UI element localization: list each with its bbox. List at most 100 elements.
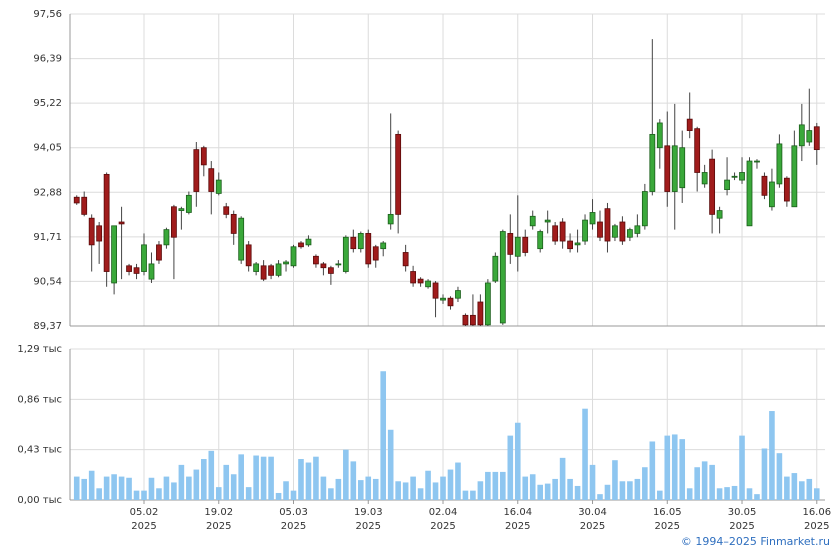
y-tick-label: 97,56 [33,9,62,20]
candle-body [350,236,357,250]
candle-body [709,158,716,215]
volume-bar [343,449,349,500]
y-tick-label: 96,39 [33,54,62,65]
volume-bar [148,477,155,500]
volume-bar [485,471,491,500]
volume-bar [298,459,304,500]
candle-body [522,236,529,253]
volume-bar [724,487,730,500]
volume-bar [701,461,708,500]
volume-bar [440,476,446,500]
candle-body [499,231,506,324]
volume-bar [612,460,618,500]
candle-body [686,118,693,131]
volume-bar [559,457,566,500]
volume-bar [604,484,611,500]
candle-body [440,297,446,301]
candle-body [365,233,372,265]
volume-bar [544,483,551,500]
volume-bar [88,470,95,500]
volume-bar [253,455,259,500]
candle-body [806,130,813,143]
x-tick-label: 30.05 2025 [728,507,757,532]
y-tick-label: 89,37 [33,321,62,332]
candle-body [141,244,147,272]
candle-body [679,147,686,189]
volume-bar [529,474,536,500]
candle-body [111,225,118,284]
candle-body [320,263,327,269]
candle-body [200,147,207,166]
candle-body [619,221,626,242]
volume-bar [791,473,798,500]
candle-body [589,212,596,225]
volume-bar [769,411,775,500]
y-tick-label: 0,00 тыс [17,495,62,506]
volume-bar [193,469,200,500]
candle-body [156,244,162,261]
candle-body [305,238,312,246]
candle-body [574,242,581,246]
candle-body [253,263,260,272]
volume-bar [664,435,671,500]
footer: © 1994–2025 Finmarket.ru [681,535,830,548]
volume-bar [283,481,289,500]
candle-body [230,213,237,234]
candle-body [791,145,798,208]
volume-bar [671,434,678,500]
x-tick-label: 30.04 2025 [578,507,607,532]
candle-body [185,194,192,213]
volume-bar [507,435,514,500]
volume-bar [634,478,641,500]
volume-bar [806,478,813,500]
candle-body [163,229,170,246]
volume-bar [73,476,80,500]
x-tick-label: 05.02 2025 [130,507,159,532]
candle-body [395,133,402,215]
volume-bar [387,429,394,500]
volume-bar [133,490,140,500]
volume-bar [799,481,805,500]
volume-bar [477,481,484,500]
candle-body [148,263,155,280]
candle-body [290,246,297,267]
candle-body [260,265,267,280]
y-tick-label: 95,22 [33,98,62,109]
volume-bar [141,490,147,500]
x-tick-label: 16.04 2025 [503,507,532,532]
volume-bar [642,467,648,500]
candle-body [462,314,469,326]
volume-bar [462,490,469,500]
x-tick-label: 16.05 2025 [653,507,682,532]
candle-body [372,246,379,261]
candle-body [798,124,805,147]
candle-body [238,217,245,261]
volume-bar [260,456,267,500]
candle-body [313,255,319,265]
volume-bar [619,481,626,500]
candle-body [694,128,701,173]
volume-bar [275,492,282,500]
candle-body [769,181,775,208]
candle-body [432,282,439,299]
volume-bar [813,488,820,500]
candle-body [597,221,603,238]
y-tick-label: 0,86 тыс [17,394,62,405]
candle-body [283,261,289,265]
candle-body [656,122,663,149]
candle-body [298,242,304,248]
candle-body [626,229,633,238]
volume-bar [432,482,439,500]
volume-bar [350,461,357,500]
volume-bar [776,453,783,500]
candle-body [754,160,760,163]
volume-bar [761,448,768,500]
candle-body [327,267,334,274]
candle-body [544,219,551,223]
y-tick-label: 1,29 тыс [17,344,62,355]
volume-bar [268,456,274,500]
volume-bar [470,490,476,500]
x-tick-label: 19.03 2025 [354,507,383,532]
volume-bar [716,488,723,500]
volume-bar [402,482,409,500]
